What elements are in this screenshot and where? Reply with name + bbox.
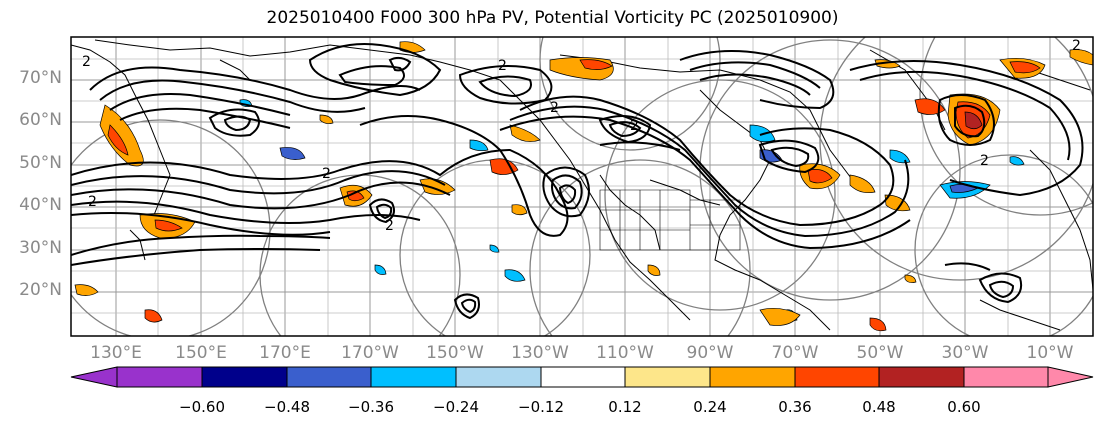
contour-label: 2 [630,118,639,134]
lat-label: 50°N [19,153,62,173]
map-frame [70,36,1094,337]
contour-label: 2 [550,100,559,116]
pv-contours [71,43,1084,320]
lon-label: 70°W [771,343,819,363]
colorbar-segment [286,366,372,388]
colorbar-tick-label: 0.12 [608,398,642,416]
colorbar-segment [624,366,711,388]
colorbar [70,366,1094,388]
colorbar-segment [963,366,1049,388]
lon-label: 50°W [856,343,904,363]
contour-label: 2 [980,153,989,169]
contour-label: 2 [498,58,507,74]
contour-label: 2 [82,54,91,70]
lon-label: 90°W [686,343,734,363]
lon-label: 110°W [596,343,654,363]
state-borders [599,189,741,251]
colorbar-segment [116,366,203,388]
colorbar-extend-min [70,366,118,388]
lon-label: 130°E [90,343,142,363]
colorbar-segment [455,366,542,388]
contour-label: 2 [88,194,97,210]
lon-label: 150°E [175,343,227,363]
contour-label: 2 [322,166,331,182]
lon-label: 170°E [259,343,311,363]
colorbar-tick-label: 0.60 [947,398,981,416]
colorbar-tick-label: 0.48 [862,398,896,416]
colorbar-segment [370,366,457,388]
pv-anomaly-fills [74,41,1093,332]
lon-label: 130°W [511,343,569,363]
colorbar-tick-label: 0.36 [778,398,812,416]
colorbar-segment [709,366,796,388]
colorbar-tick-label: −0.12 [518,398,564,416]
lat-label: 20°N [19,280,62,300]
colorbar-tick-label: −0.48 [264,398,310,416]
lat-label: 30°N [19,238,62,258]
map-title: 2025010400 F000 300 hPa PV, Potential Vo… [266,8,839,28]
colorbar-tick-label: −0.36 [348,398,394,416]
lat-label: 60°N [19,110,62,130]
contour-label: 2 [1072,38,1081,54]
colorbar-tick-label: 0.24 [693,398,727,416]
colorbar-tick-label: −0.60 [179,398,225,416]
colorbar-segment [201,366,288,388]
lon-label: 150°W [426,343,484,363]
colorbar-segment [878,366,965,388]
colorbar-extend-max [1047,366,1094,388]
colorbar-tick-label: −0.24 [433,398,479,416]
lat-label: 40°N [19,195,62,215]
lon-label: 10°W [1026,343,1074,363]
colorbar-segment [540,366,626,388]
lat-label: 70°N [19,68,62,88]
colorbar-segment [794,366,880,388]
lon-label: 30°W [941,343,989,363]
contour-labels: 2 2 2 2 2 2 2 2 2 [82,38,1081,234]
contour-label: 2 [385,218,394,234]
lon-label: 170°W [341,343,399,363]
